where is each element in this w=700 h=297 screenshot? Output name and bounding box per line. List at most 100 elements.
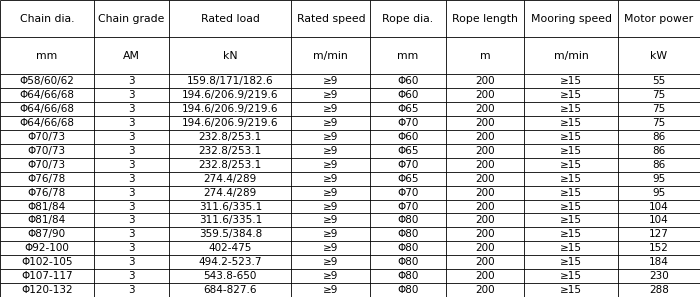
Text: 194.6/206.9/219.6: 194.6/206.9/219.6 <box>182 104 279 114</box>
Text: 402-475: 402-475 <box>209 243 252 253</box>
Text: Φ80: Φ80 <box>398 215 419 225</box>
Text: 200: 200 <box>475 188 495 198</box>
Text: Φ60: Φ60 <box>398 90 419 100</box>
Text: ≥9: ≥9 <box>323 285 339 295</box>
Text: Φ70: Φ70 <box>398 118 419 128</box>
Text: Φ65: Φ65 <box>397 104 419 114</box>
Text: 3: 3 <box>128 285 134 295</box>
Text: ≥15: ≥15 <box>560 201 582 211</box>
Text: 230: 230 <box>649 271 669 281</box>
Text: Motor power: Motor power <box>624 14 694 23</box>
Text: 159.8/171/182.6: 159.8/171/182.6 <box>187 76 274 86</box>
Text: 55: 55 <box>652 76 666 86</box>
Text: 274.4/289: 274.4/289 <box>204 188 257 198</box>
Text: Φ76/78: Φ76/78 <box>28 174 66 184</box>
Text: AM: AM <box>123 51 140 61</box>
Text: 200: 200 <box>475 215 495 225</box>
Text: ≥15: ≥15 <box>560 146 582 156</box>
Text: Φ81/84: Φ81/84 <box>28 215 66 225</box>
Text: Φ64/66/68: Φ64/66/68 <box>20 90 74 100</box>
Text: ≥9: ≥9 <box>323 76 339 86</box>
Text: 3: 3 <box>128 215 134 225</box>
Text: 194.6/206.9/219.6: 194.6/206.9/219.6 <box>182 90 279 100</box>
Text: ≥15: ≥15 <box>560 188 582 198</box>
Text: 200: 200 <box>475 104 495 114</box>
Text: 200: 200 <box>475 257 495 267</box>
Text: Φ70/73: Φ70/73 <box>28 160 66 170</box>
Text: 75: 75 <box>652 104 666 114</box>
Text: m: m <box>480 51 491 61</box>
Text: Φ70: Φ70 <box>398 188 419 198</box>
Text: 86: 86 <box>652 160 666 170</box>
Text: 232.8/253.1: 232.8/253.1 <box>199 160 262 170</box>
Text: ≥9: ≥9 <box>323 215 339 225</box>
Text: kN: kN <box>223 51 237 61</box>
Text: kW: kW <box>650 51 668 61</box>
Text: ≥15: ≥15 <box>560 285 582 295</box>
Text: 232.8/253.1: 232.8/253.1 <box>199 132 262 142</box>
Text: m/min: m/min <box>314 51 348 61</box>
Text: Φ70/73: Φ70/73 <box>28 132 66 142</box>
Text: 3: 3 <box>128 132 134 142</box>
Text: ≥9: ≥9 <box>323 188 339 198</box>
Text: 152: 152 <box>649 243 669 253</box>
Text: ≥9: ≥9 <box>323 118 339 128</box>
Text: 95: 95 <box>652 174 666 184</box>
Text: Φ107-117: Φ107-117 <box>21 271 73 281</box>
Text: ≥15: ≥15 <box>560 90 582 100</box>
Text: 3: 3 <box>128 76 134 86</box>
Text: Rated load: Rated load <box>201 14 260 23</box>
Text: ≥9: ≥9 <box>323 229 339 239</box>
Text: ≥9: ≥9 <box>323 271 339 281</box>
Text: 200: 200 <box>475 271 495 281</box>
Text: 200: 200 <box>475 146 495 156</box>
Text: 3: 3 <box>128 243 134 253</box>
Text: ≥15: ≥15 <box>560 229 582 239</box>
Text: 3: 3 <box>128 160 134 170</box>
Text: 200: 200 <box>475 90 495 100</box>
Text: 3: 3 <box>128 90 134 100</box>
Text: 3: 3 <box>128 188 134 198</box>
Text: 200: 200 <box>475 201 495 211</box>
Text: 104: 104 <box>649 215 669 225</box>
Text: ≥15: ≥15 <box>560 160 582 170</box>
Text: Φ80: Φ80 <box>398 271 419 281</box>
Text: ≥9: ≥9 <box>323 243 339 253</box>
Text: ≥9: ≥9 <box>323 104 339 114</box>
Text: 127: 127 <box>649 229 669 239</box>
Text: ≥15: ≥15 <box>560 104 582 114</box>
Text: ≥9: ≥9 <box>323 132 339 142</box>
Text: Φ80: Φ80 <box>398 243 419 253</box>
Text: 3: 3 <box>128 174 134 184</box>
Text: Φ80: Φ80 <box>398 229 419 239</box>
Text: Φ70: Φ70 <box>398 160 419 170</box>
Text: 3: 3 <box>128 146 134 156</box>
Text: 86: 86 <box>652 146 666 156</box>
Text: Rope length: Rope length <box>452 14 518 23</box>
Text: 684-827.6: 684-827.6 <box>204 285 257 295</box>
Text: Φ102-105: Φ102-105 <box>21 257 73 267</box>
Text: Φ87/90: Φ87/90 <box>28 229 66 239</box>
Text: 232.8/253.1: 232.8/253.1 <box>199 146 262 156</box>
Text: Φ80: Φ80 <box>398 257 419 267</box>
Text: Rope dia.: Rope dia. <box>382 14 433 23</box>
Text: Φ58/60/62: Φ58/60/62 <box>20 76 74 86</box>
Text: 311.6/335.1: 311.6/335.1 <box>199 201 262 211</box>
Text: Φ60: Φ60 <box>398 76 419 86</box>
Text: Φ65: Φ65 <box>397 146 419 156</box>
Text: 494.2-523.7: 494.2-523.7 <box>199 257 262 267</box>
Text: ≥15: ≥15 <box>560 243 582 253</box>
Text: Φ70/73: Φ70/73 <box>28 146 66 156</box>
Text: 194.6/206.9/219.6: 194.6/206.9/219.6 <box>182 118 279 128</box>
Text: Φ60: Φ60 <box>398 132 419 142</box>
Text: Chain grade: Chain grade <box>98 14 164 23</box>
Text: ≥15: ≥15 <box>560 174 582 184</box>
Text: Φ64/66/68: Φ64/66/68 <box>20 104 74 114</box>
Text: 200: 200 <box>475 243 495 253</box>
Text: ≥9: ≥9 <box>323 201 339 211</box>
Text: ≥9: ≥9 <box>323 257 339 267</box>
Text: Φ120-132: Φ120-132 <box>21 285 73 295</box>
Text: 200: 200 <box>475 229 495 239</box>
Text: Chain dia.: Chain dia. <box>20 14 74 23</box>
Text: Rated speed: Rated speed <box>297 14 365 23</box>
